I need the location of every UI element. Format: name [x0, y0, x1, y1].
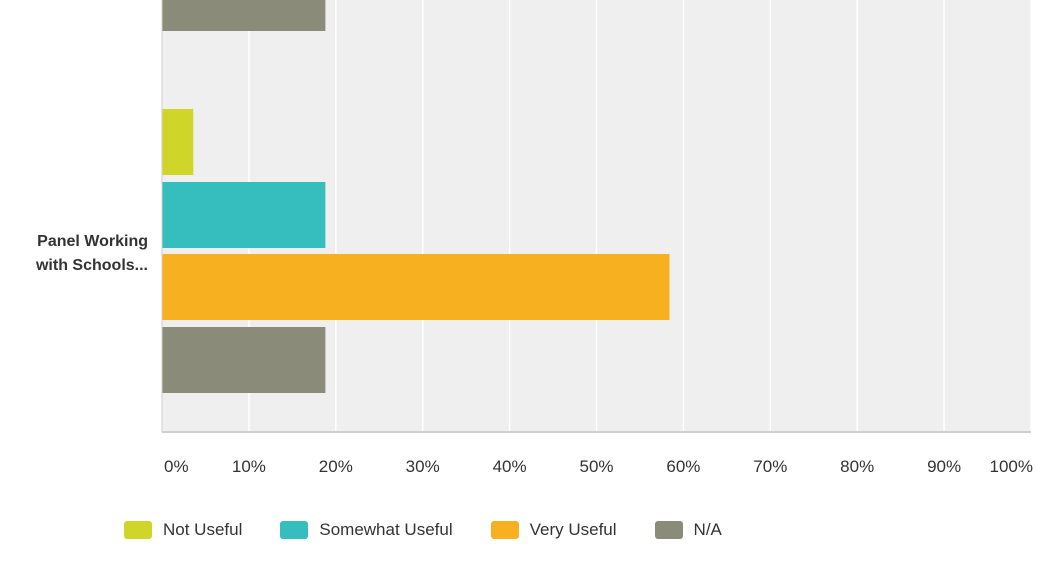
legend-item: Somewhat Useful [280, 520, 453, 540]
x-tick-label: 0% [164, 457, 189, 476]
legend: Not Useful Somewhat Useful Very Useful N/A [124, 518, 760, 542]
legend-swatch [280, 521, 309, 539]
legend-label: Somewhat Useful [319, 520, 453, 539]
bars [162, 0, 670, 393]
bar-n-a [162, 327, 326, 393]
bar-very-useful [162, 254, 670, 320]
gridlines [248, 0, 1032, 432]
x-tick-label: 40% [493, 457, 527, 476]
category-label: Panel Working [37, 233, 148, 250]
x-tick-label: 50% [579, 457, 613, 476]
x-tick-label: 90% [927, 457, 961, 476]
x-tick-label: 80% [840, 457, 874, 476]
legend-label: Not Useful [163, 520, 243, 539]
bar-n-a [162, 0, 326, 31]
category-labels: Panel Working with Schools... [35, 233, 148, 274]
legend-label: N/A [693, 520, 722, 539]
x-tick-label: 10% [232, 457, 266, 476]
bar-not-useful [162, 109, 194, 175]
x-tick-labels: 0% 10% 20% 30% 40% 50% 60% 70% 80% 90% 100% [164, 457, 1033, 476]
bar-somewhat-useful [162, 182, 326, 248]
x-tick-label: 20% [319, 457, 353, 476]
x-tick-label: 70% [753, 457, 787, 476]
legend-item: Very Useful [490, 520, 617, 540]
x-tick-label: 60% [666, 457, 700, 476]
legend-item: Not Useful [124, 520, 242, 540]
legend-label: Very Useful [529, 520, 617, 539]
legend-swatch [654, 521, 683, 539]
x-tick-label: 30% [406, 457, 440, 476]
x-tick-label: 100% [990, 457, 1033, 476]
legend-swatch [490, 521, 519, 539]
legend-item: N/A [654, 520, 722, 540]
legend-swatch [124, 521, 152, 539]
category-label: with Schools... [35, 257, 148, 274]
axes [161, 0, 1031, 433]
